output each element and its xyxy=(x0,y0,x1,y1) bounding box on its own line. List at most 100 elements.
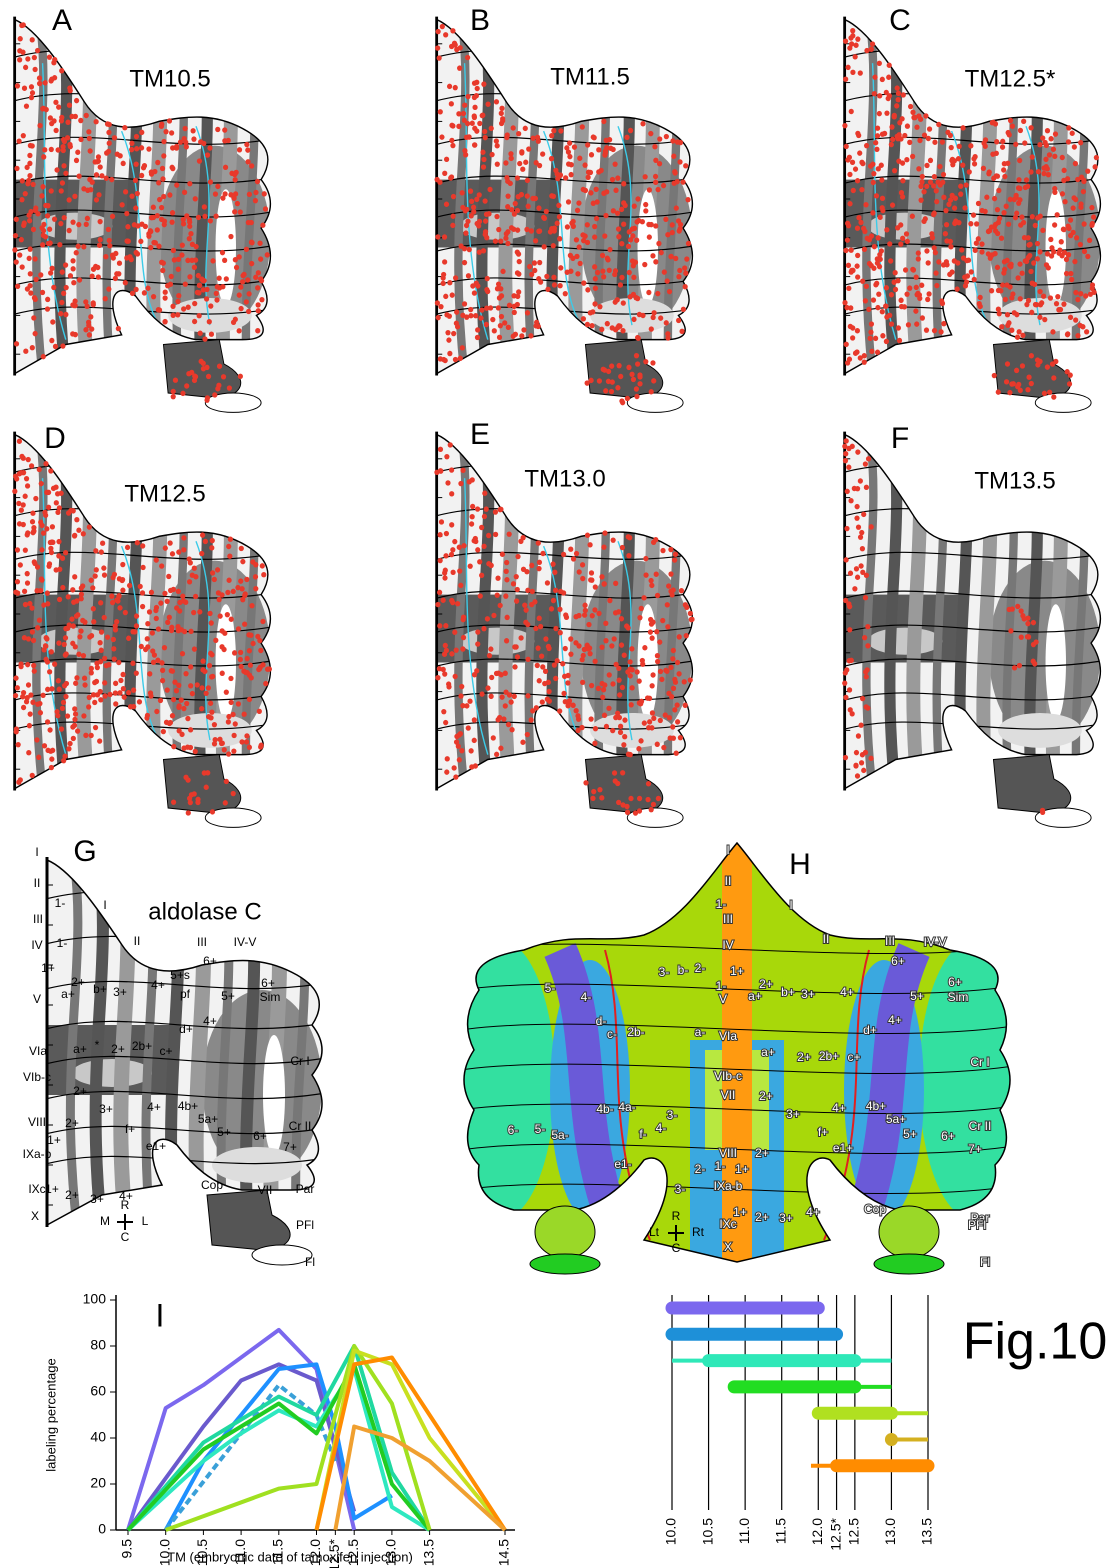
labeled-cell xyxy=(589,570,594,575)
labeled-cell xyxy=(880,196,885,201)
labeled-cell xyxy=(551,275,556,280)
labeled-cell xyxy=(1014,368,1019,373)
labeled-cell xyxy=(628,237,633,242)
labeled-cell xyxy=(48,270,53,275)
labeled-cell xyxy=(653,259,658,264)
labeled-cell xyxy=(445,330,450,335)
labeled-cell xyxy=(206,374,211,379)
labeled-cell xyxy=(88,148,93,153)
labeled-cell xyxy=(81,653,86,658)
labeled-cell xyxy=(107,238,112,243)
labeled-cell xyxy=(205,770,210,775)
labeled-cell xyxy=(911,267,916,272)
labeled-cell xyxy=(22,589,27,594)
labeled-cell xyxy=(435,45,440,50)
region-label: II xyxy=(34,876,41,890)
labeled-cell xyxy=(122,125,127,130)
region-label: 6- xyxy=(508,1123,519,1137)
labeled-cell xyxy=(239,739,244,744)
labeled-cell xyxy=(131,687,136,692)
labeled-cell xyxy=(67,228,72,233)
labeled-cell xyxy=(63,635,68,640)
labeled-cell xyxy=(995,265,1000,270)
panel-letter: C xyxy=(889,4,911,37)
compass-label: R xyxy=(121,1198,130,1212)
labeled-cell xyxy=(910,110,915,115)
labeled-cell xyxy=(504,569,509,574)
labeled-cell xyxy=(1008,628,1013,633)
labeled-cell xyxy=(31,663,36,668)
labeled-cell xyxy=(927,126,932,131)
region-label: 5+ xyxy=(910,989,924,1003)
region-label: VII xyxy=(258,1183,273,1197)
labeled-cell xyxy=(111,646,116,651)
labeled-cell xyxy=(635,196,640,201)
labeled-cell xyxy=(924,327,929,332)
labeled-cell xyxy=(160,176,165,181)
labeled-cell xyxy=(256,667,261,672)
labeled-cell xyxy=(845,221,850,226)
labeled-cell xyxy=(658,718,663,723)
labeled-cell xyxy=(27,601,32,606)
labeled-cell xyxy=(199,685,204,690)
labeled-cell xyxy=(651,310,656,315)
labeled-cell xyxy=(503,593,508,598)
region-label: IXa-b xyxy=(714,1179,743,1193)
region-label: I xyxy=(789,898,792,912)
labeled-cell xyxy=(670,656,675,661)
labeled-cell xyxy=(159,205,164,210)
labeled-cell xyxy=(171,587,176,592)
labeled-cell xyxy=(61,163,66,168)
labeled-cell xyxy=(592,264,597,269)
labeled-cell xyxy=(645,797,650,802)
labeled-cell xyxy=(513,201,518,206)
labeled-cell xyxy=(75,728,80,733)
labeled-cell xyxy=(214,291,219,296)
labeled-cell xyxy=(249,603,254,608)
labeled-cell xyxy=(449,123,454,128)
labeled-cell xyxy=(102,615,107,620)
labeled-cell xyxy=(631,317,636,322)
labeled-cell xyxy=(115,151,120,156)
region-label: 2b- xyxy=(627,1025,644,1039)
region-label: b- xyxy=(678,963,689,977)
labeled-cell xyxy=(162,218,167,223)
labeled-cell xyxy=(249,240,254,245)
labeled-cell xyxy=(217,285,222,290)
labeled-cell xyxy=(177,608,182,613)
labeled-cell xyxy=(45,297,50,302)
region-label: V xyxy=(33,992,41,1006)
labeled-cell xyxy=(500,552,505,557)
labeled-cell xyxy=(452,765,457,770)
labeled-cell xyxy=(81,244,86,249)
labeled-cell xyxy=(134,670,139,675)
labeled-cell xyxy=(859,187,864,192)
labeled-cell xyxy=(858,220,863,225)
labeled-cell xyxy=(18,562,23,567)
labeled-cell xyxy=(878,257,883,262)
labeled-cell xyxy=(226,751,231,756)
labeled-cell xyxy=(181,745,186,750)
labeled-cell xyxy=(169,274,174,279)
labeled-cell xyxy=(610,728,615,733)
labeled-cell xyxy=(1028,169,1033,174)
labeled-cell xyxy=(676,274,681,279)
labeled-cell xyxy=(1014,211,1019,216)
labeled-cell xyxy=(190,691,195,696)
labeled-cell xyxy=(532,268,537,273)
labeled-cell xyxy=(260,222,265,227)
labeled-cell xyxy=(1049,136,1054,141)
labeled-cell xyxy=(98,237,103,242)
labeled-cell xyxy=(74,250,79,255)
labeled-cell xyxy=(851,188,856,193)
labeled-cell xyxy=(193,257,198,262)
labeled-cell xyxy=(196,290,201,295)
labeled-cell xyxy=(169,219,174,224)
labeled-cell xyxy=(1050,329,1055,334)
labeled-cell xyxy=(148,690,153,695)
labeled-cell xyxy=(228,676,233,681)
labeled-cell xyxy=(546,680,551,685)
labeled-cell xyxy=(135,540,140,545)
labeled-cell xyxy=(188,664,193,669)
labeled-cell xyxy=(654,629,659,634)
